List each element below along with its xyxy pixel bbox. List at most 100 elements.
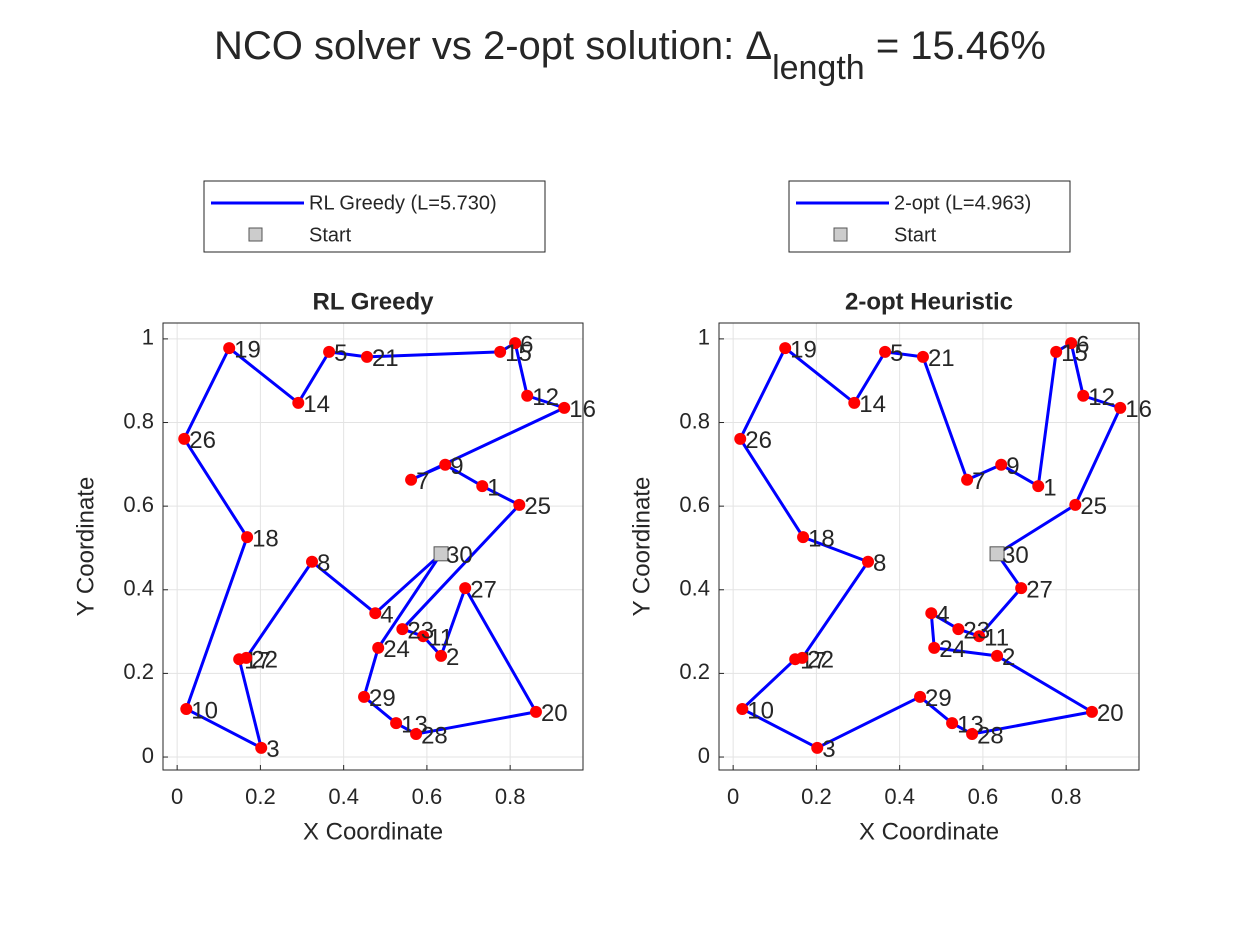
city-point xyxy=(916,350,929,363)
city-point xyxy=(459,582,472,595)
legend: RL Greedy (L=5.730) Start xyxy=(203,180,546,253)
city-point xyxy=(914,690,927,703)
city-point xyxy=(241,531,254,544)
city-label: 21 xyxy=(928,345,955,372)
city-point xyxy=(946,717,959,730)
city-label: 7 xyxy=(416,468,429,495)
city-label: 1 xyxy=(1043,474,1056,501)
city-label: 15 xyxy=(1061,340,1088,367)
city-label: 20 xyxy=(541,700,568,727)
city-point xyxy=(1065,337,1078,350)
axes-box xyxy=(162,322,584,771)
title-suffix: = 15.46% xyxy=(865,24,1046,68)
legend-label: Start xyxy=(894,224,937,246)
city-point xyxy=(178,432,191,445)
city-point xyxy=(180,702,193,715)
city-point xyxy=(995,458,1008,471)
y-tick-label: 1 xyxy=(142,325,154,350)
city-label: 28 xyxy=(977,722,1004,749)
city-label: 25 xyxy=(1080,493,1107,520)
city-point xyxy=(848,396,861,409)
x-tick-label: 0.8 xyxy=(495,784,526,809)
city-label: 8 xyxy=(317,550,330,577)
city-label: 22 xyxy=(251,646,278,673)
city-label: 20 xyxy=(1097,700,1124,727)
city-label: 19 xyxy=(790,336,817,363)
city-label: 4 xyxy=(380,602,393,629)
city-label: 27 xyxy=(1026,576,1053,603)
axes-title: 2-opt Heuristic xyxy=(845,288,1013,315)
city-point xyxy=(1085,705,1098,718)
y-tick-label: 0.2 xyxy=(679,659,710,684)
city-label: 24 xyxy=(383,636,410,663)
city-label: 19 xyxy=(234,336,261,363)
city-point xyxy=(529,705,542,718)
city-point xyxy=(410,728,423,741)
city-point xyxy=(779,342,792,355)
legend-marker xyxy=(833,227,848,242)
city-label: 23 xyxy=(963,617,990,644)
city-point xyxy=(306,555,319,568)
title-subscript: length xyxy=(772,49,865,87)
city-label: 25 xyxy=(524,493,551,520)
city-label: 3 xyxy=(266,736,279,763)
city-point xyxy=(513,498,526,511)
city-label: 3 xyxy=(822,736,835,763)
legend-label: 2-opt (L=4.963) xyxy=(894,192,1031,214)
axes-title: RL Greedy xyxy=(313,288,435,315)
city-label: 26 xyxy=(745,427,772,454)
city-point xyxy=(1114,401,1127,414)
city-label: 29 xyxy=(925,685,952,712)
city-point xyxy=(369,607,382,620)
city-point xyxy=(509,337,522,350)
city-label: 2 xyxy=(1002,644,1015,671)
city-label: 12 xyxy=(532,384,559,411)
city-point xyxy=(1069,498,1082,511)
city-label: 26 xyxy=(189,427,216,454)
city-label: 16 xyxy=(569,396,596,423)
city-point xyxy=(1032,480,1045,493)
city-label: 2 xyxy=(446,644,459,671)
city-point xyxy=(961,473,974,486)
city-point xyxy=(494,345,507,358)
city-label: 4 xyxy=(936,602,949,629)
legend-label: Start xyxy=(309,224,352,246)
city-label: 18 xyxy=(808,525,835,552)
plot-area xyxy=(719,323,1139,770)
x-tick-label: 0.6 xyxy=(968,784,999,809)
city-point xyxy=(360,350,373,363)
x-axis-label: X Coordinate xyxy=(303,818,443,845)
city-point xyxy=(521,389,534,402)
y-axis-label: Y Coordinate xyxy=(628,477,655,617)
city-point xyxy=(439,458,452,471)
city-point xyxy=(255,741,268,754)
city-point xyxy=(223,342,236,355)
city-point xyxy=(811,741,824,754)
city-label: 11 xyxy=(428,625,453,652)
city-label: 12 xyxy=(1088,384,1115,411)
figure-title: NCO solver vs 2-opt solution: Δlength = … xyxy=(214,24,1046,87)
city-label: 30 xyxy=(1002,542,1029,569)
y-tick-label: 0.6 xyxy=(123,492,154,517)
city-label: 5 xyxy=(334,340,347,367)
x-tick-label: 0.6 xyxy=(412,784,443,809)
city-label: 29 xyxy=(369,685,396,712)
city-label: 18 xyxy=(252,525,279,552)
city-label: 5 xyxy=(890,340,903,367)
city-point xyxy=(240,651,253,664)
city-point xyxy=(796,651,809,664)
y-tick-label: 0.8 xyxy=(679,408,710,433)
y-tick-label: 0.4 xyxy=(123,576,154,601)
city-label: 15 xyxy=(505,340,532,367)
y-axis-label: Y Coordinate xyxy=(72,477,99,617)
city-label: 27 xyxy=(470,576,497,603)
x-tick-label: 0 xyxy=(727,784,739,809)
city-label: 6 xyxy=(520,331,533,358)
city-label: 14 xyxy=(303,391,330,418)
city-point xyxy=(558,401,571,414)
city-point xyxy=(323,345,336,358)
city-point xyxy=(1015,582,1028,595)
y-tick-label: 1 xyxy=(698,325,710,350)
city-point xyxy=(734,432,747,445)
y-tick-label: 0 xyxy=(698,743,710,768)
